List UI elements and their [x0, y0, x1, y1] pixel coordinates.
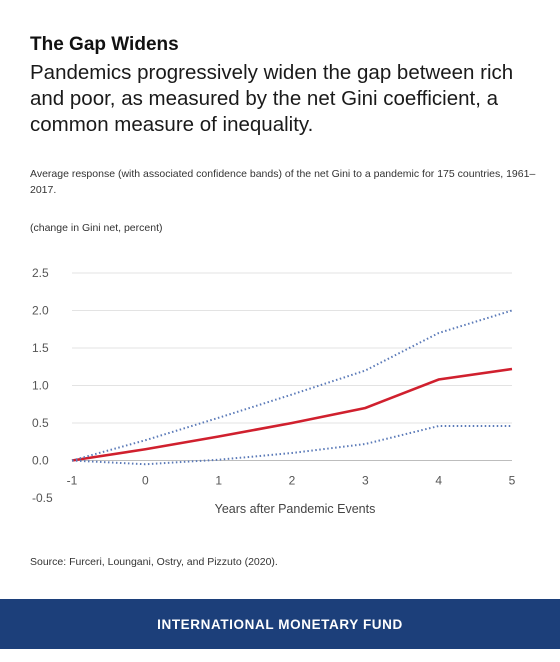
chart-headline: Pandemics progressively widen the gap be… [30, 61, 514, 136]
y-tick-label: -0.5 [32, 491, 53, 505]
x-tick-label: -1 [67, 474, 78, 488]
x-tick-label: 5 [509, 474, 516, 488]
series-lines [71, 309, 513, 466]
y-tick-label: 0.5 [32, 416, 49, 430]
line-chart: 2.5 2.0 1.5 1.0 0.5 0.0 -0.5 -1 0 1 2 3 4 5 Years af… [32, 266, 516, 516]
org-name: INTERNATIONAL MONETARY FUND [157, 616, 403, 632]
y-tick-label: 1.0 [32, 379, 49, 393]
y-tick-label: 1.5 [32, 341, 49, 355]
source-note: Source: Furceri, Loungani, Ostry, and Pi… [30, 556, 278, 568]
x-tick-label: 3 [362, 474, 369, 488]
series-line-mean [71, 367, 513, 462]
x-tick-label: 0 [142, 474, 149, 488]
y-tick-label: 2.5 [32, 266, 49, 280]
x-axis-title: Years after Pandemic Events [215, 502, 376, 516]
chart-subtitle: Average response (with associated confid… [30, 168, 536, 196]
y-axis-unit-label: (change in Gini net, percent) [30, 222, 163, 234]
y-tick-labels: 2.5 2.0 1.5 1.0 0.5 0.0 -0.5 [32, 266, 53, 505]
grid-lines [72, 272, 512, 461]
x-tick-labels: -1 0 1 2 3 4 5 [67, 474, 516, 488]
y-tick-label: 2.0 [32, 304, 49, 318]
series-line-confidence-band [71, 425, 512, 466]
series-line-confidence-band [71, 309, 513, 462]
x-tick-label: 2 [289, 474, 296, 488]
y-tick-label: 0.0 [32, 454, 49, 468]
footer-banner: INTERNATIONAL MONETARY FUND [0, 599, 560, 649]
x-tick-label: 1 [215, 474, 222, 488]
chart-title: The Gap Widens [30, 34, 179, 55]
x-tick-label: 4 [435, 474, 442, 488]
